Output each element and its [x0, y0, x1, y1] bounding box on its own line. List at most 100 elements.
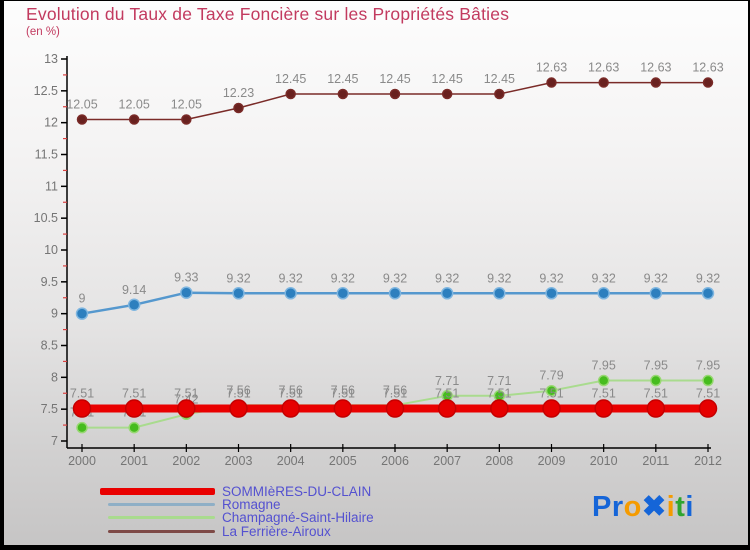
data-point — [76, 421, 88, 434]
x-axis-tick-label: 2006 — [381, 454, 409, 468]
chart-canvas: 7 7.5 8 8.5 9 9.5 10 10.5 11 11.5 12 12.5 13 2000 2001… — [34, 52, 724, 468]
data-label: 7.79 — [539, 369, 563, 383]
data-label: 7.51 — [122, 387, 146, 401]
data-label: 7.51 — [278, 387, 302, 401]
data-label: 7.51 — [383, 387, 407, 401]
data-point — [597, 374, 610, 387]
logo-letter: r — [611, 491, 624, 523]
data-label: 12.45 — [275, 72, 306, 86]
data-label: 7.51 — [696, 387, 720, 401]
legend-item: Romagne — [100, 498, 374, 512]
logo-letter: P — [592, 491, 612, 523]
data-label: 7.56 — [278, 383, 302, 397]
data-point — [545, 384, 558, 397]
data-label: 12.05 — [171, 97, 202, 111]
x-axis-tick-label: 2009 — [538, 454, 566, 468]
data-label: 12.45 — [484, 72, 515, 86]
data-point — [336, 287, 350, 300]
data-label: 7.95 — [696, 359, 720, 373]
data-label: 9.14 — [122, 283, 146, 297]
data-point — [177, 399, 196, 418]
data-point — [701, 287, 715, 300]
x-axis-tick-label: 2012 — [694, 454, 722, 468]
legend-swatch — [108, 516, 215, 520]
data-label: 12.23 — [223, 86, 254, 100]
y-axis-tick-label: 11 — [45, 179, 58, 193]
x-axis: 2000 2001 2002 2003 2004 2005 2006 2007 2008 2009… — [67, 444, 722, 468]
page-subtitle: (en %) — [26, 26, 60, 38]
data-point — [441, 88, 453, 100]
x-axis-tick-label: 2005 — [329, 454, 357, 468]
y-axis-tick-label: 9.5 — [41, 275, 58, 289]
x-axis-tick-label: 2004 — [277, 454, 305, 468]
data-label: 9.33 — [174, 271, 198, 285]
legend-item: La Ferrière-Airoux — [100, 523, 374, 539]
data-point — [284, 287, 297, 300]
logo-letter: o — [623, 491, 642, 523]
data-point — [389, 88, 401, 100]
data-label: 7.51 — [226, 387, 250, 401]
x-axis-tick-label: 2011 — [642, 454, 669, 468]
data-point — [649, 287, 663, 300]
data-point — [598, 77, 609, 88]
data-label: 12.63 — [692, 61, 723, 75]
data-point — [646, 399, 666, 418]
data-label: 7.95 — [644, 359, 668, 373]
data-point — [229, 399, 248, 418]
data-label: 9.32 — [226, 271, 250, 285]
data-label: 7.51 — [174, 387, 198, 401]
logo-letter: i — [666, 491, 676, 523]
legend-label: La Ferrière-Airoux — [222, 523, 331, 539]
x-axis-tick-label: 2001 — [120, 454, 148, 468]
y-axis-tick-label: 12.5 — [34, 84, 58, 98]
data-point — [440, 287, 454, 300]
y-axis-tick-label: 7.5 — [41, 402, 58, 416]
y-axis-tick-label: 11.5 — [35, 148, 58, 162]
page-title: Evolution du Taux de Taxe Foncière sur l… — [26, 4, 510, 24]
data-point — [702, 77, 714, 88]
logo-letter: i — [685, 491, 694, 523]
data-label: 7.51 — [70, 387, 94, 401]
data-label: 7.71 — [487, 374, 511, 388]
y-axis: 7 7.5 8 8.5 9 9.5 10 10.5 11 11.5 12 12.5 13 — [34, 52, 68, 448]
data-label: 7.56 — [383, 383, 407, 397]
legend-swatch — [108, 503, 215, 507]
data-label: 12.63 — [588, 61, 619, 75]
data-label: 9.32 — [644, 271, 668, 285]
data-point — [594, 399, 613, 418]
data-point — [388, 287, 402, 300]
data-label: 7.51 — [331, 387, 355, 401]
x-axis-tick-label: 2000 — [68, 454, 96, 468]
data-label: 9.32 — [696, 271, 720, 285]
data-label: 12.45 — [432, 72, 463, 86]
x-axis-tick-label: 2002 — [172, 454, 200, 468]
logo-letter: t — [675, 491, 686, 523]
data-point — [702, 374, 714, 387]
data-point — [437, 399, 457, 418]
data-point — [493, 287, 506, 300]
data-label: 12.45 — [327, 72, 358, 86]
data-point — [127, 298, 141, 312]
y-axis-tick-label: 10.5 — [34, 211, 58, 225]
data-point — [124, 399, 144, 418]
data-label: 7.51 — [487, 387, 511, 401]
chart-legend: SOMMIèRES-DU-CLAIN Romagne Champagné-Saint… — [100, 485, 374, 538]
data-label: 12.63 — [536, 61, 567, 75]
data-point — [494, 88, 505, 100]
proxiti-logo: Pro✖iti — [592, 489, 694, 524]
data-point — [333, 399, 353, 418]
legend-swatch — [100, 488, 215, 496]
data-label: 9.32 — [591, 271, 615, 285]
data-point — [180, 286, 193, 299]
data-point — [75, 307, 89, 320]
y-axis-tick-label: 7 — [51, 434, 58, 448]
legend-label: Champagné-Saint-Hilaire — [222, 510, 374, 526]
data-label: 12.63 — [640, 61, 671, 75]
x-axis-tick-label: 2010 — [590, 454, 618, 468]
data-label: 9.32 — [487, 271, 511, 285]
y-axis-tick-label: 8 — [51, 370, 58, 384]
data-label: 9 — [79, 292, 86, 306]
data-point — [490, 399, 509, 418]
data-label: 7.71 — [435, 374, 459, 388]
